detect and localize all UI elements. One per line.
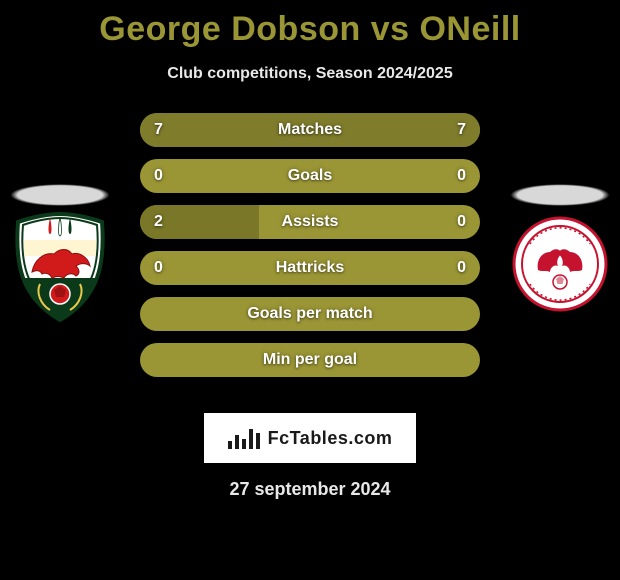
comparison-panel: 7 7 Matches 0 0 Goals 2 0 Assists 0 0 Hattricks Goal… (0, 113, 620, 393)
stat-label: Min per goal (263, 351, 357, 369)
badge-icon (510, 212, 610, 322)
shield-icon (10, 212, 110, 322)
stat-value-left: 2 (154, 213, 163, 231)
stat-value-left: 0 (154, 259, 163, 277)
team-left-crest (10, 184, 110, 322)
date-text: 27 september 2024 (0, 479, 620, 500)
brand-logo: FcTables.com (204, 413, 416, 463)
crest-shadow (10, 184, 110, 206)
stat-value-right: 0 (457, 167, 466, 185)
stat-label: Goals per match (247, 305, 372, 323)
stat-label: Assists (282, 213, 339, 231)
stat-row: Goals per match (140, 297, 480, 331)
brand-text: FcTables.com (268, 428, 393, 449)
stat-value-left: 0 (154, 167, 163, 185)
stat-label: Matches (278, 121, 342, 139)
stat-value-right: 0 (457, 213, 466, 231)
stat-row: 7 7 Matches (140, 113, 480, 147)
bars-icon (228, 427, 260, 449)
stat-row: Min per goal (140, 343, 480, 377)
stat-label: Goals (288, 167, 332, 185)
stat-row: 2 0 Assists (140, 205, 480, 239)
stat-value-right: 0 (457, 259, 466, 277)
stat-row: 0 0 Hattricks (140, 251, 480, 285)
stat-value-right: 7 (457, 121, 466, 139)
stat-label: Hattricks (276, 259, 344, 277)
subtitle: Club competitions, Season 2024/2025 (0, 65, 620, 83)
team-right-crest (510, 184, 610, 322)
stat-row: 0 0 Goals (140, 159, 480, 193)
crest-shadow (510, 184, 610, 206)
stat-value-left: 7 (154, 121, 163, 139)
stat-rows: 7 7 Matches 0 0 Goals 2 0 Assists 0 0 Hattricks Goal… (140, 113, 480, 377)
page-title: George Dobson vs ONeill (0, 0, 620, 49)
